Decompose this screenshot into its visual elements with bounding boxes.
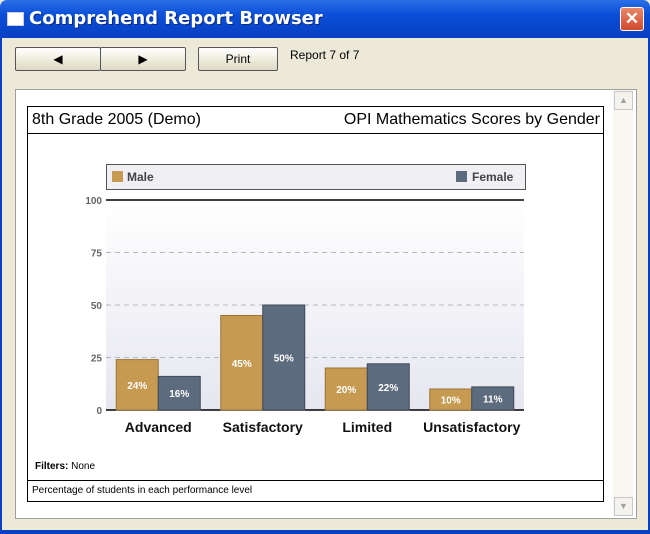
y-tick-label: 100	[85, 196, 102, 207]
footer-divider	[28, 480, 603, 481]
bar-value-label: 24%	[127, 381, 147, 392]
next-arrow-icon: ▶	[138, 52, 148, 66]
legend-swatch-male	[112, 171, 123, 182]
legend-label-male: Male	[127, 170, 154, 184]
bar-value-label: 50%	[274, 354, 294, 365]
bar-chart: 0 25 50 75 100 24% 16% 45% 50% 20% 22% 10% 11% Adva…	[85, 196, 524, 435]
bar-value-label: 20%	[336, 385, 356, 396]
report-page: 8th Grade 2005 (Demo) OPI Mathematics Sc…	[27, 106, 604, 502]
title-bar: Comprehend Report Browser ✕	[0, 0, 650, 38]
legend-swatch-female	[456, 171, 467, 182]
window-title: Comprehend Report Browser	[29, 8, 323, 29]
legend-label-female: Female	[472, 170, 514, 184]
bar-value-label: 16%	[169, 389, 189, 400]
filters-label: Filters:	[35, 461, 69, 472]
bar-value-label: 11%	[483, 394, 503, 405]
window-icon	[7, 12, 24, 26]
print-button[interactable]: Print	[198, 47, 278, 71]
filters-value: None	[71, 461, 96, 472]
bar-male-limited	[324, 367, 368, 411]
x-category-label: Unsatisfactory	[423, 419, 520, 435]
report-header-left: 8th Grade 2005 (Demo)	[32, 111, 201, 128]
bar-male-advanced	[115, 359, 159, 411]
y-tick-label: 0	[96, 406, 102, 417]
filters-line: Filters: None	[35, 461, 95, 472]
bar-female-advanced	[157, 375, 201, 411]
close-button[interactable]: ✕	[620, 7, 644, 31]
bar-male-satisfactory	[220, 315, 264, 411]
bar-female-unsatisfactory	[471, 386, 515, 411]
bar-female-limited	[366, 363, 410, 411]
x-category-label: Satisfactory	[223, 419, 303, 435]
x-category-label: Advanced	[125, 419, 192, 435]
vertical-scrollbar[interactable]: ▲ ▼	[613, 90, 633, 516]
previous-arrow-icon: ◀	[53, 52, 63, 66]
scroll-down-button[interactable]: ▼	[614, 497, 633, 516]
y-tick-label: 25	[91, 354, 103, 365]
chart-legend: Male Female	[106, 164, 526, 190]
previous-button[interactable]: ◀	[15, 47, 101, 71]
x-category-label: Limited	[342, 419, 392, 435]
y-tick-label: 75	[91, 249, 103, 260]
next-button[interactable]: ▶	[100, 47, 186, 71]
scroll-up-button[interactable]: ▲	[614, 91, 633, 110]
report-count: Report 7 of 7	[290, 48, 360, 62]
report-header-right: OPI Mathematics Scores by Gender	[343, 111, 600, 128]
y-tick-label: 50	[91, 301, 103, 312]
window-frame	[0, 38, 650, 534]
footer-note: Percentage of students in each performan…	[32, 485, 253, 496]
bar-value-label: 10%	[441, 396, 461, 407]
bar-value-label: 45%	[232, 359, 252, 370]
bar-value-label: 22%	[378, 383, 398, 394]
header-divider	[28, 133, 603, 134]
bar-female-satisfactory	[262, 304, 306, 411]
